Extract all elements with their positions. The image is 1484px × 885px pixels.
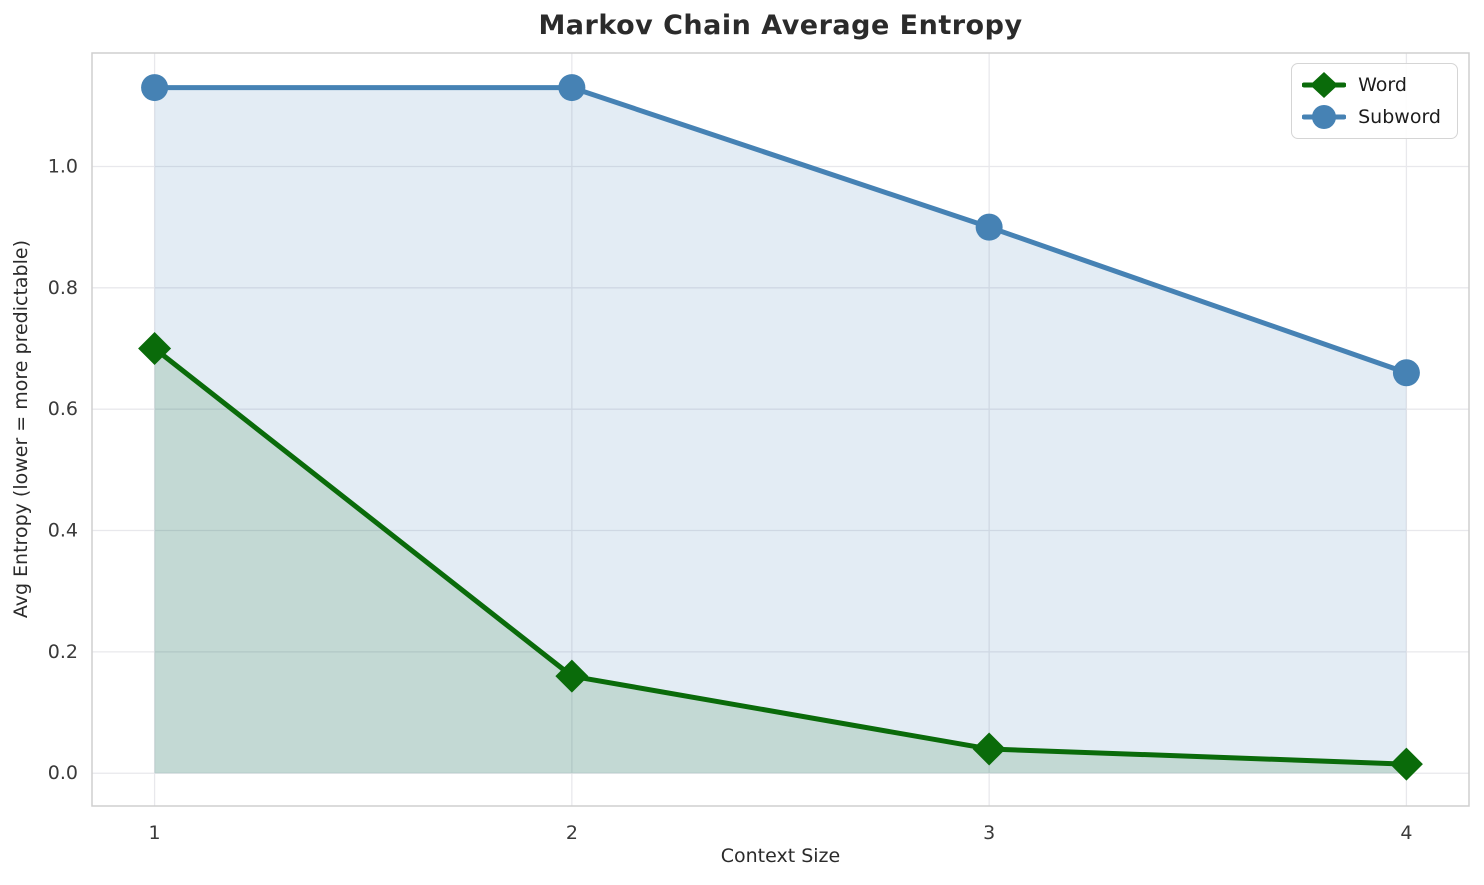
x-tick-label: 4: [1400, 822, 1412, 844]
subword-data-marker: [141, 74, 169, 102]
y-tick-label: 0.8: [48, 277, 78, 299]
subword-data-marker: [1392, 359, 1420, 387]
axes-spines: [91, 52, 1470, 807]
subword-area-fill: [154, 87, 1407, 774]
word-data-marker: [555, 659, 589, 693]
x-tick-label: 3: [983, 822, 995, 844]
y-tick-label: 0.4: [48, 520, 78, 542]
legend-label-subword: Subword: [1358, 106, 1441, 128]
y-axis-label: Avg Entropy (lower = more predictable): [10, 240, 32, 619]
y-tick-label: 1.0: [48, 155, 78, 177]
chart-title: Markov Chain Average Entropy: [538, 10, 1023, 41]
word-data-marker: [138, 331, 172, 365]
plot-background: [92, 53, 1469, 806]
x-tick-label: 2: [566, 822, 578, 844]
x-tick-label: 1: [149, 822, 161, 844]
y-tick-label: 0.0: [48, 762, 78, 784]
legend: Word Subword: [1291, 63, 1458, 139]
legend-item-word: Word: [1302, 70, 1441, 100]
word-data-marker: [1389, 747, 1423, 781]
circle-marker-icon: [1302, 105, 1347, 129]
subword-data-marker: [558, 74, 586, 102]
legend-item-subword: Subword: [1302, 102, 1441, 132]
x-axis-label: Context Size: [720, 845, 841, 867]
legend-label-word: Word: [1358, 74, 1407, 96]
subword-series-line: [152, 85, 1409, 376]
y-tick-label: 0.6: [48, 398, 78, 420]
word-data-marker: [972, 732, 1006, 766]
word-series-line: [152, 345, 1409, 767]
subword-data-marker: [975, 213, 1003, 241]
y-tick-label: 0.2: [48, 641, 78, 663]
word-area-fill: [154, 348, 1407, 774]
y-axis-label-container: Avg Entropy (lower = more predictable): [8, 53, 34, 806]
diamond-marker-icon: [1302, 72, 1347, 98]
